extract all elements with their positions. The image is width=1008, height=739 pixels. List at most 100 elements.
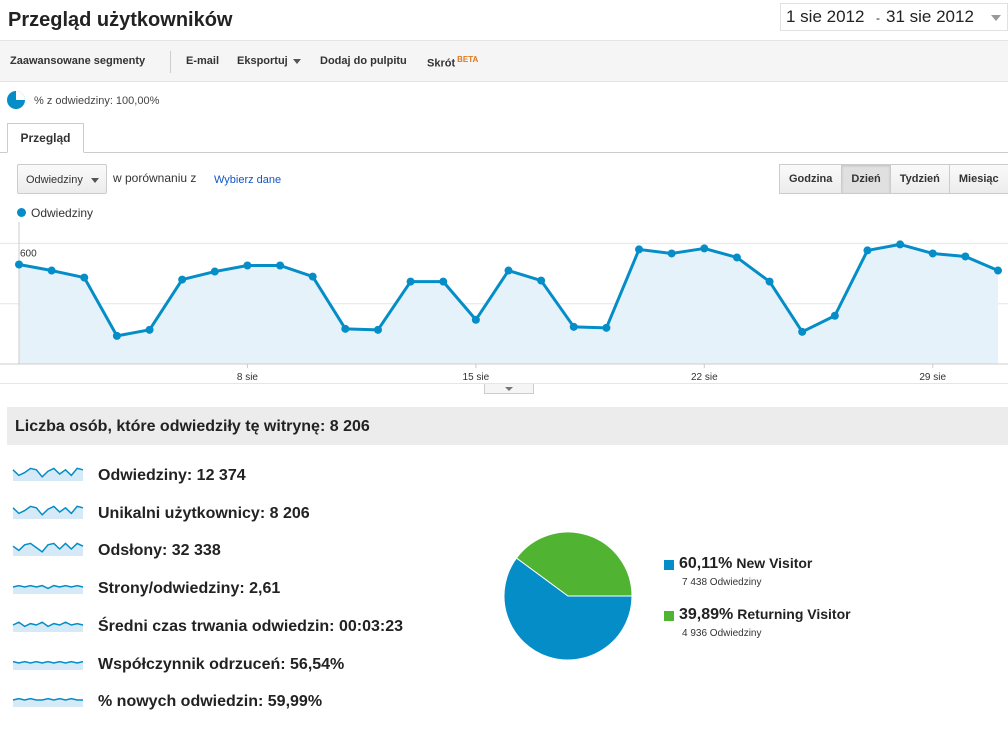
chart-resize-handle[interactable] xyxy=(484,384,534,394)
period-selector: Godzina Dzień Tydzień Miesiąc xyxy=(779,164,1008,194)
sparkline-area xyxy=(13,585,83,595)
sparkline[interactable] xyxy=(12,576,84,598)
page-title: Przegląd użytkowników xyxy=(8,9,233,31)
choose-data-link[interactable]: Wybierz dane xyxy=(214,174,282,186)
segment-label: % z odwiedziny: 100,00% xyxy=(34,95,160,107)
metric-row: Współczynnik odrzuceń: 56,54% xyxy=(12,652,482,676)
pie-legend-count: 4 936 Odwiedziny xyxy=(682,628,762,639)
email-button[interactable]: E-mail xyxy=(186,55,220,67)
tab-overview[interactable]: Przegląd xyxy=(7,123,84,153)
data-point[interactable] xyxy=(243,261,252,270)
data-point[interactable] xyxy=(928,249,937,258)
data-point[interactable] xyxy=(863,246,872,255)
pie-slice[interactable] xyxy=(515,531,633,597)
pie-category-name[interactable]: Returning Visitor xyxy=(737,606,851,622)
data-point[interactable] xyxy=(961,252,970,261)
data-point[interactable] xyxy=(112,331,121,340)
sparkline[interactable] xyxy=(12,538,84,560)
x-tick-label: 22 sie xyxy=(691,372,718,383)
data-point[interactable] xyxy=(994,266,1002,275)
data-point[interactable] xyxy=(341,324,350,333)
data-point[interactable] xyxy=(406,277,415,286)
data-point[interactable] xyxy=(798,327,807,336)
period-day-button[interactable]: Dzień xyxy=(841,164,891,194)
data-point[interactable] xyxy=(210,267,219,276)
pie-percent-value: 60,11% xyxy=(679,555,733,572)
summary-header: Liczba osób, które odwiedziły tę witrynę… xyxy=(7,407,1008,445)
sparkline-area xyxy=(13,506,83,519)
metric-name: Współczynnik odrzuceń: xyxy=(98,655,291,673)
pie-category-name[interactable]: New Visitor xyxy=(736,555,813,571)
pie-legend-percent: 39,89% Returning Visitor xyxy=(679,606,851,624)
export-label: Eksportuj xyxy=(237,55,288,67)
date-range-picker[interactable]: 1 sie 2012 - 31 sie 2012 xyxy=(780,3,1008,31)
period-hour-button[interactable]: Godzina xyxy=(779,164,843,194)
metric-value: 32 338 xyxy=(171,542,221,560)
data-point[interactable] xyxy=(439,277,448,286)
data-point[interactable] xyxy=(602,323,611,332)
metric-row: Średni czas trwania odwiedzin: 00:03:23 xyxy=(12,614,482,638)
metric-value: 00:03:23 xyxy=(338,617,403,635)
pie-segment-icon xyxy=(7,91,25,109)
shortcut-label: Skrót xyxy=(427,57,456,70)
metric-value: 8 206 xyxy=(269,504,310,522)
metric-value: 56,54% xyxy=(290,655,345,673)
sparkline[interactable] xyxy=(12,614,84,636)
sparkline-line xyxy=(12,584,84,590)
y-tick-label: 600 xyxy=(20,248,37,259)
data-point[interactable] xyxy=(830,311,839,320)
data-point[interactable] xyxy=(732,253,741,262)
data-point[interactable] xyxy=(537,276,546,285)
data-point[interactable] xyxy=(47,266,56,275)
metric-label: Unikalni użytkownicy: 8 206 xyxy=(98,505,310,523)
sparkline[interactable] xyxy=(12,463,84,485)
data-point[interactable] xyxy=(471,315,480,324)
sparkline[interactable] xyxy=(12,689,84,711)
x-tick-label: 8 sie xyxy=(237,372,259,383)
sparkline-area xyxy=(13,661,83,670)
pie-legend-count: 7 438 Odwiedziny xyxy=(682,577,762,588)
metric-name: Unikalni użytkownicy: xyxy=(98,504,270,522)
data-point[interactable] xyxy=(635,245,644,254)
sparkline[interactable] xyxy=(12,501,84,523)
sparkline-area xyxy=(13,543,83,557)
export-button[interactable]: Eksportuj xyxy=(237,55,301,67)
chevron-down-icon xyxy=(91,178,99,183)
x-tick-label: 29 sie xyxy=(919,372,946,383)
metric-name: Odsłony: xyxy=(98,542,172,560)
data-point[interactable] xyxy=(373,325,382,334)
series-area xyxy=(19,244,998,364)
data-point[interactable] xyxy=(178,275,187,284)
add-to-dashboard-button[interactable]: Dodaj do pulpitu xyxy=(320,55,407,67)
sparkline[interactable] xyxy=(12,652,84,674)
metric-row: Odwiedziny: 12 374 xyxy=(12,463,482,487)
metric-label: Odsłony: 32 338 xyxy=(98,542,221,560)
pie-legend-percent: 60,11% New Visitor xyxy=(679,555,812,573)
shortcut-button[interactable]: Skrót BETA xyxy=(427,55,478,70)
data-point[interactable] xyxy=(569,322,578,331)
data-point[interactable] xyxy=(765,277,774,286)
data-point[interactable] xyxy=(667,249,676,258)
tab-bar-line xyxy=(0,152,1008,153)
data-point[interactable] xyxy=(504,266,513,275)
sparkline-line xyxy=(12,467,84,478)
metric-select[interactable]: Odwiedziny xyxy=(17,164,107,194)
toolbar: Zaawansowane segmenty E-mail Eksportuj D… xyxy=(0,40,1008,82)
chevron-down-icon xyxy=(292,58,301,64)
period-month-button[interactable]: Miesiąc xyxy=(948,164,1008,194)
metric-name: Strony/odwiedziny: xyxy=(98,580,250,598)
advanced-segments-button[interactable]: Zaawansowane segmenty xyxy=(10,55,146,67)
period-week-button[interactable]: Tydzień xyxy=(889,164,950,194)
sparkline-line xyxy=(12,660,84,664)
metric-row: Unikalni użytkownicy: 8 206 xyxy=(12,501,482,525)
data-point[interactable] xyxy=(80,273,89,282)
data-point[interactable] xyxy=(700,244,709,253)
metric-name: Odwiedziny: xyxy=(98,467,197,484)
data-point[interactable] xyxy=(308,272,317,281)
data-point[interactable] xyxy=(15,260,23,269)
pie-slice[interactable] xyxy=(503,557,633,661)
sparkline-line xyxy=(12,621,84,628)
data-point[interactable] xyxy=(276,261,285,270)
data-point[interactable] xyxy=(896,240,905,249)
data-point[interactable] xyxy=(145,325,154,334)
